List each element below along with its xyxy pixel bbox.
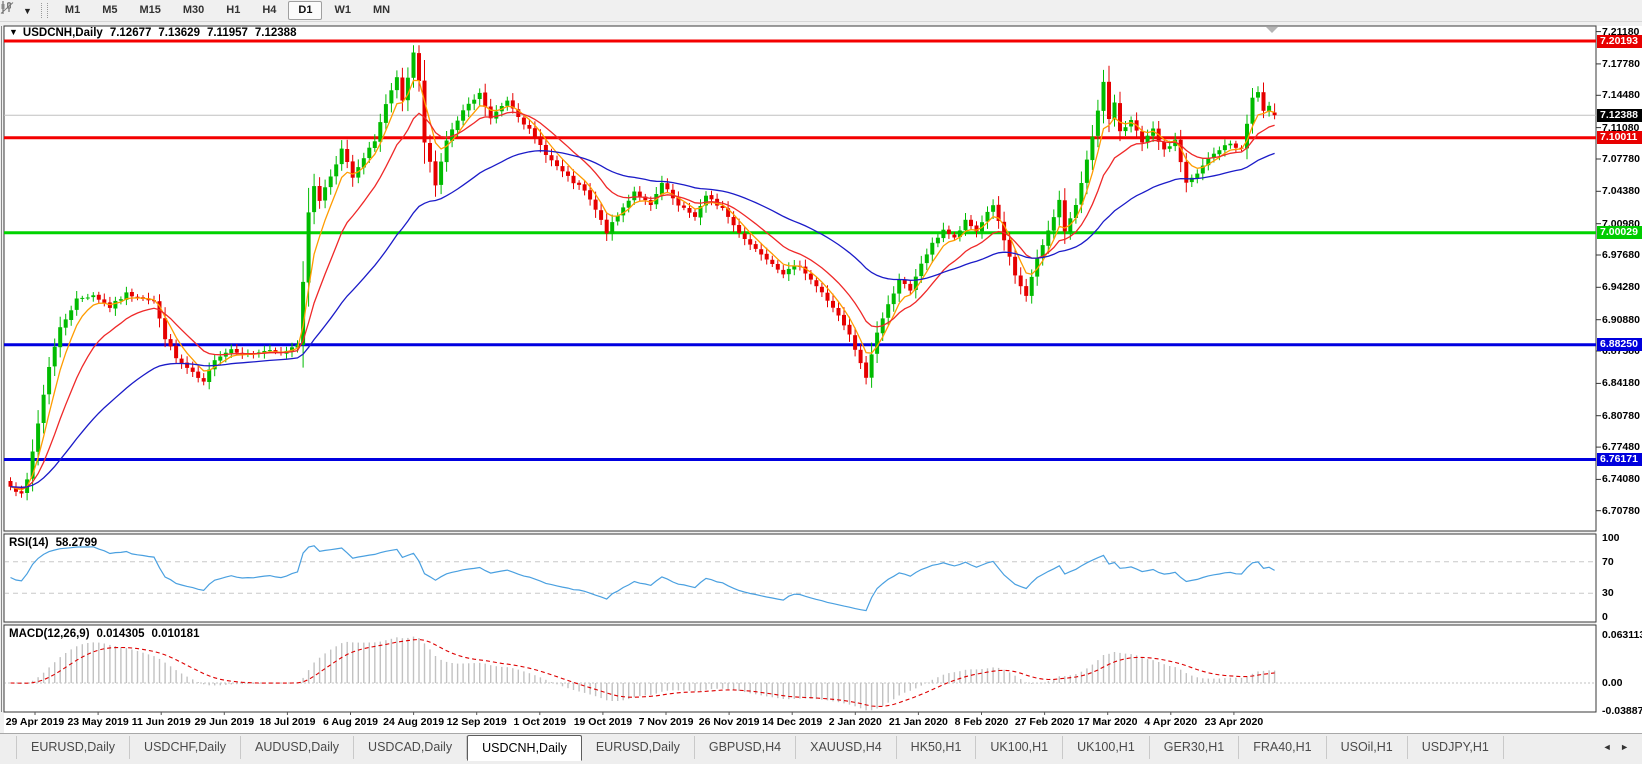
chart-tab-fra40-h1[interactable]: FRA40,H1 <box>1239 736 1327 759</box>
timeframe-button-h4[interactable]: H4 <box>262 4 277 16</box>
chart-symbol: USDCNH,Daily <box>22 27 103 39</box>
rsi-indicator-label: RSI(14) 58.2799 <box>9 537 97 549</box>
timeframe-button-m30[interactable]: M30 <box>182 4 205 16</box>
date-axis-label: 23 May 2019 <box>67 716 129 728</box>
price-axis-tick: 7.11080 <box>1602 121 1640 134</box>
date-axis-label: 1 Oct 2019 <box>513 716 567 728</box>
rsi-axis-tick: 0 <box>1602 611 1608 623</box>
macd-value: 0.014305 <box>96 628 145 640</box>
price-level-label: 6.88250 <box>1597 338 1642 352</box>
date-axis-label: 21 Jan 2020 <box>888 716 948 728</box>
timeframe-button-m5[interactable]: M5 <box>102 4 118 16</box>
chart-tab-eurusd-daily[interactable]: EURUSD,Daily <box>582 736 695 759</box>
chart-type-icon[interactable] <box>0 1 21 19</box>
toolbar-grip[interactable] <box>40 3 48 18</box>
chart-tab-usdchf-daily[interactable]: USDCHF,Daily <box>130 736 241 759</box>
current-price-label: 7.12388 <box>1597 108 1642 122</box>
price-axis-tick: 6.84180 <box>1602 377 1640 390</box>
chart-tab-audusd-daily[interactable]: AUDUSD,Daily <box>241 736 355 759</box>
date-axis-label: 24 Aug 2019 <box>383 716 445 728</box>
chart-tab-usoil-h1[interactable]: USOil,H1 <box>1327 736 1408 759</box>
date-axis-label: 14 Dec 2019 <box>762 716 823 728</box>
date-axis-label: 27 Feb 2020 <box>1014 716 1075 728</box>
rsi-value: 58.2799 <box>55 537 98 549</box>
ohlc-high: 7.13629 <box>158 27 200 39</box>
date-axis-label: 23 Apr 2020 <box>1204 716 1264 728</box>
macd-indicator-label: MACD(12,26,9) 0.014305 0.010181 <box>9 628 199 640</box>
price-axis-tick: 6.74080 <box>1602 473 1640 486</box>
date-axis-label: 18 Jul 2019 <box>259 716 316 728</box>
date-axis-label: 11 Jun 2019 <box>131 716 191 728</box>
date-axis-label: 8 Feb 2020 <box>954 716 1009 728</box>
timeframe-button-m1[interactable]: M1 <box>64 4 81 16</box>
tabs-scroll-right-icon[interactable]: ► <box>1620 742 1632 752</box>
price-axis-tick: 6.80780 <box>1602 409 1640 422</box>
chart-tab-hk50-h1[interactable]: HK50,H1 <box>897 736 977 759</box>
timeframe-button-mn[interactable]: MN <box>372 4 391 16</box>
top-toolbar: ▼ M1 M5 M15 M30 H1 H4 D1 W1 MN <box>0 0 1642 22</box>
price-axis-tick: 6.90880 <box>1602 313 1640 326</box>
date-axis-label: 19 Oct 2019 <box>573 716 633 728</box>
chart-tab-uk100-h1[interactable]: UK100,H1 <box>1063 736 1150 759</box>
date-axis-label: 6 Aug 2019 <box>322 716 379 728</box>
ohlc-close: 7.12388 <box>254 27 297 39</box>
price-level-label: 7.20193 <box>1597 34 1642 48</box>
chart-tab-usdjpy-h1[interactable]: USDJPY,H1 <box>1408 736 1504 759</box>
chart-tab-uk100-h1[interactable]: UK100,H1 <box>976 736 1064 759</box>
tabs-scroll-left-icon[interactable]: ◄ <box>1602 742 1615 752</box>
price-axis-tick: 7.07780 <box>1602 153 1640 165</box>
symbol-tab-bar: EURUSD,Daily USDCHF,Daily AUDUSD,Daily USDC… <box>0 733 1642 764</box>
chart-tab-usdcad-daily[interactable]: USDCAD,Daily <box>354 736 468 759</box>
date-axis-label: 26 Nov 2019 <box>698 716 760 728</box>
price-axis-tick: 7.04380 <box>1602 185 1640 198</box>
tab-scroll-controls: ◄ ► <box>1603 734 1642 752</box>
timeframe-button-m15[interactable]: M15 <box>139 4 161 16</box>
ohlc-low: 7.11957 <box>206 27 248 39</box>
macd-axis-tick: 0.063113 <box>1602 628 1642 641</box>
chart-tab-xauusd-h4[interactable]: XAUUSD,H4 <box>796 736 897 759</box>
rsi-axis-tick: 100 <box>1602 532 1620 544</box>
date-axis-label: 17 Mar 2020 <box>1077 716 1138 728</box>
rsi-axis-tick: 30 <box>1602 587 1614 600</box>
chart-title: ▼ USDCNH,Daily 7.12677 7.13629 7.11957 7.1238… <box>9 27 296 39</box>
macd-name: MACD(12,26,9) <box>9 628 90 640</box>
price-level-label: 6.76171 <box>1597 452 1642 466</box>
date-axis-label: 29 Jun 2019 <box>194 716 255 728</box>
chart-tab-usdcnh-daily[interactable]: USDCNH,Daily <box>467 735 582 761</box>
price-axis-tick: 6.97680 <box>1602 249 1640 262</box>
dropdown-caret-icon[interactable]: ▼ <box>23 5 32 16</box>
timeframe-button-group: M1 M5 M15 M30 H1 H4 D1 W1 MN <box>54 1 401 20</box>
price-level-label: 7.00029 <box>1597 226 1642 240</box>
rsi-axis-tick: 70 <box>1602 555 1614 568</box>
macd-axis-tick: 0.00 <box>1602 677 1623 689</box>
date-axis-label: 12 Sep 2019 <box>446 716 507 728</box>
ohlc-open: 7.12677 <box>109 27 152 39</box>
rsi-name: RSI(14) <box>9 537 49 549</box>
date-axis-label: 29 Apr 2019 <box>5 716 65 728</box>
macd-signal-value: 0.010181 <box>151 628 200 640</box>
collapse-arrow-icon[interactable]: ▼ <box>9 27 18 37</box>
chart-tab-ger30-h1[interactable]: GER30,H1 <box>1150 736 1240 759</box>
timeframe-button-d1[interactable]: D1 <box>288 1 323 20</box>
price-axis-tick: 6.94280 <box>1602 281 1640 294</box>
chart-tab-gbpusd-h4[interactable]: GBPUSD,H4 <box>695 736 797 759</box>
price-axis-tick: 7.17780 <box>1602 57 1640 70</box>
price-level-label: 7.10011 <box>1597 131 1642 145</box>
date-axis-label: 7 Nov 2019 <box>638 716 694 728</box>
price-axis-tick: 6.70780 <box>1602 504 1640 517</box>
chart-tab-eurusd-daily[interactable]: EURUSD,Daily <box>16 736 131 759</box>
price-axis-tick: 6.77480 <box>1602 441 1640 454</box>
timeframe-button-w1[interactable]: W1 <box>334 4 351 16</box>
price-axis-tick: 7.14480 <box>1602 89 1640 102</box>
date-axis-label: 2 Jan 2020 <box>828 716 882 728</box>
timeframe-button-h1[interactable]: H1 <box>226 4 241 16</box>
date-axis-label: 4 Apr 2020 <box>1144 716 1198 728</box>
